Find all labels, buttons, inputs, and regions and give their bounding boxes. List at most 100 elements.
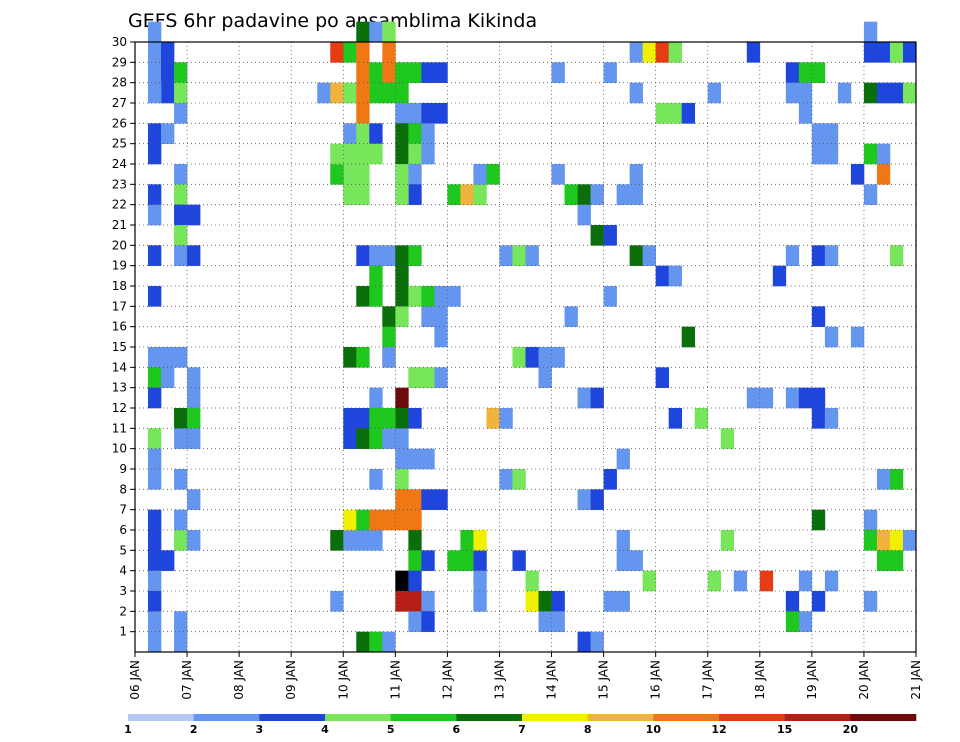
heatmap-cell — [382, 42, 396, 63]
heatmap-cell — [369, 530, 383, 551]
heatmap-cell — [174, 245, 188, 266]
heatmap-cell — [174, 408, 188, 429]
heatmap-cell — [408, 123, 422, 144]
y-tick-label: 8 — [119, 482, 127, 496]
heatmap-cell — [343, 509, 357, 531]
heatmap-cell — [707, 570, 722, 592]
x-tick-label: 12 JAN — [440, 660, 454, 700]
heatmap-cell — [512, 469, 526, 490]
colorbar-label: 4 — [321, 723, 329, 736]
heatmap-cell — [551, 611, 565, 632]
heatmap-cell — [525, 245, 539, 266]
x-tick-label: 08 JAN — [232, 660, 246, 700]
y-tick-label: 10 — [112, 442, 127, 456]
heatmap-cell — [538, 367, 552, 388]
heatmap-cell — [421, 448, 435, 470]
heatmap-cell — [551, 347, 565, 368]
y-tick-label: 16 — [112, 320, 127, 334]
heatmap-cell — [395, 306, 409, 327]
heatmap-cell — [148, 611, 162, 632]
heatmap-cell — [538, 347, 552, 368]
heatmap-cell — [785, 387, 800, 409]
heatmap-cell — [720, 530, 735, 551]
colorbar-label: 15 — [777, 723, 792, 736]
y-tick-label: 5 — [119, 543, 127, 557]
heatmap-cell — [616, 550, 630, 571]
heatmap-cell — [148, 21, 162, 43]
heatmap-cell — [161, 123, 175, 144]
heatmap-cell — [382, 326, 396, 348]
heatmap-cell — [343, 184, 357, 205]
heatmap-cell — [512, 245, 526, 266]
heatmap-cell — [460, 550, 474, 571]
heatmap-cell — [174, 103, 188, 124]
heatmap-cell — [187, 408, 201, 429]
heatmap-cell — [746, 387, 761, 409]
heatmap-cell — [148, 550, 162, 571]
colorbar-label: 6 — [453, 723, 461, 736]
heatmap-cell — [330, 591, 344, 612]
colorbar-swatch — [193, 714, 260, 721]
heatmap-cell — [369, 408, 383, 429]
heatmap-cell — [408, 448, 422, 470]
heatmap-cell — [876, 42, 891, 63]
heatmap-cell — [343, 164, 357, 185]
heatmap-cell — [395, 428, 409, 449]
heatmap-cell — [356, 509, 370, 531]
heatmap-cell — [785, 82, 800, 104]
heatmap-cell — [889, 42, 904, 63]
heatmap-cell — [863, 42, 878, 63]
heatmap-cell — [343, 347, 357, 368]
heatmap-cell — [629, 164, 643, 185]
heatmap-cell — [629, 245, 643, 266]
heatmap-cell — [356, 286, 370, 307]
y-tick-label: 28 — [112, 76, 127, 90]
heatmap-cell — [603, 591, 617, 612]
heatmap-cell — [486, 408, 500, 429]
heatmap-cells — [148, 21, 917, 653]
heatmap-cell — [863, 184, 878, 205]
colorbar-swatch — [456, 714, 523, 721]
heatmap-cell — [408, 164, 422, 185]
heatmap-cell — [369, 387, 383, 409]
heatmap-cell — [148, 204, 162, 226]
heatmap-cell — [642, 42, 656, 63]
colorbar-label: 3 — [256, 723, 264, 736]
heatmap-cell — [174, 62, 188, 83]
heatmap-cell — [369, 286, 383, 307]
y-tick-label: 17 — [112, 299, 127, 313]
y-tick-label: 21 — [112, 218, 127, 232]
heatmap-cell — [395, 509, 409, 531]
heatmap-cell — [148, 448, 162, 470]
colorbar-legend: 1 2 3 4 5 6 7 8 10 12 15 20 — [124, 714, 917, 736]
heatmap-cell — [148, 509, 162, 531]
heatmap-cell — [759, 570, 774, 592]
heatmap-cell — [889, 530, 904, 551]
heatmap-cell — [148, 123, 162, 144]
heatmap-cell — [577, 204, 591, 226]
y-tick-label: 30 — [112, 35, 127, 49]
heatmap-cell — [187, 245, 201, 266]
heatmap-cell — [395, 103, 409, 124]
colorbar-swatch — [784, 714, 851, 721]
heatmap-cell — [356, 82, 370, 104]
heatmap-cell — [408, 286, 422, 307]
heatmap-cell — [577, 387, 591, 409]
heatmap-cell — [473, 550, 487, 571]
heatmap-cell — [694, 408, 709, 429]
colorbar-swatch — [390, 714, 457, 721]
x-tick-label: 21 JAN — [909, 660, 923, 700]
heatmap-cell — [343, 428, 357, 449]
heatmap-cell — [811, 408, 826, 429]
heatmap-cell — [148, 428, 162, 449]
heatmap-cell — [603, 225, 617, 246]
y-tick-label: 2 — [119, 604, 127, 618]
heatmap-cell — [174, 347, 188, 368]
colorbar-swatch — [325, 714, 391, 721]
heatmap-cell — [356, 245, 370, 266]
heatmap-cell — [525, 570, 539, 592]
heatmap-cell — [330, 530, 344, 551]
heatmap-cell — [408, 530, 422, 551]
y-tick-label: 4 — [119, 564, 127, 578]
y-tick-label: 14 — [112, 360, 127, 374]
